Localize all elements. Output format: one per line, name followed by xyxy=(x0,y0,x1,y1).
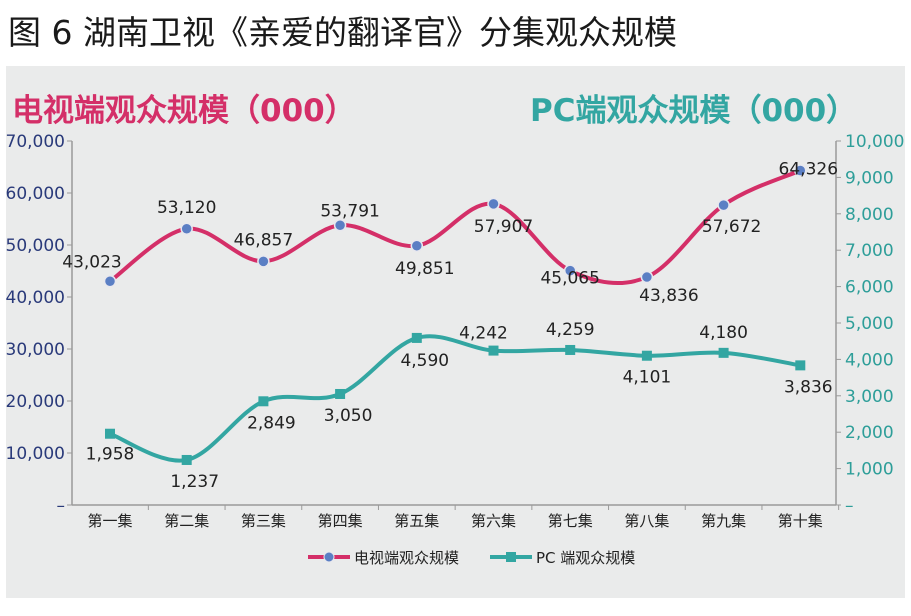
tv-data-label: 57,907 xyxy=(474,217,533,237)
legend-tv-label: 电视端观众规模 xyxy=(354,549,459,567)
pc-data-label: 3,050 xyxy=(324,406,373,426)
legend-pc-marker xyxy=(506,552,516,562)
tv-data-point xyxy=(794,164,807,177)
tv-data-label: 45,065 xyxy=(540,269,599,289)
y-left-tick-label: 30,000 xyxy=(6,340,65,360)
tv-data-point xyxy=(333,219,347,232)
y-left-tick-label: 10,000 xyxy=(6,444,65,464)
pc-data-point xyxy=(641,350,652,361)
pc-data-label: 4,180 xyxy=(699,323,748,343)
tv-data-point xyxy=(563,264,577,277)
right-header: PC端观众规模（000） xyxy=(530,93,857,129)
y-right-tick-label: 9,000 xyxy=(845,168,894,188)
y-right-tick-label: 7,000 xyxy=(845,241,894,261)
tv-data-point xyxy=(410,239,424,253)
pc-data-label: 4,259 xyxy=(546,320,595,340)
tv-data-point xyxy=(487,197,500,211)
pc-data-label: 2,849 xyxy=(247,413,296,433)
y-right-tick-label: 1,000 xyxy=(845,460,894,480)
x-tick-label: 第九集 xyxy=(701,512,746,530)
pc-data-point xyxy=(565,344,576,355)
pc-data-label: 1,958 xyxy=(86,445,135,465)
y-right-tick-label: 5,000 xyxy=(845,314,894,334)
pc-data-label: 4,101 xyxy=(623,368,672,388)
pc-data-point xyxy=(718,347,729,358)
pc-data-point xyxy=(795,360,806,371)
legend-tv-marker xyxy=(323,551,335,563)
tv-data-point xyxy=(717,198,730,212)
y-left-tick-label: 20,000 xyxy=(6,392,65,412)
pc-data-point xyxy=(258,396,269,407)
tv-data-label: 46,857 xyxy=(234,230,293,250)
pc-data-label: 4,242 xyxy=(459,324,508,344)
y-right-tick-label: 6,000 xyxy=(845,278,894,298)
y-left-tick-label: 50,000 xyxy=(6,236,65,256)
y-right-tick-label: 2,000 xyxy=(845,423,894,443)
x-tick-label: 第五集 xyxy=(394,512,439,530)
y-right-tick-label: 3,000 xyxy=(845,387,894,407)
legend-pc-label: PC 端观众规模 xyxy=(536,549,635,567)
pc-data-point xyxy=(411,332,422,343)
pc-data-label: 1,237 xyxy=(170,472,219,492)
y-right-tick-label: 8,000 xyxy=(845,205,894,225)
x-tick-label: 第一集 xyxy=(87,512,132,530)
tv-series-line xyxy=(108,168,802,286)
y-left-tick-label: 70,000 xyxy=(6,132,65,152)
tv-data-point xyxy=(257,255,270,268)
x-tick-label: 第八集 xyxy=(624,512,669,530)
tv-data-label: 53,120 xyxy=(157,198,216,218)
y-right-tick-label: 10,000 xyxy=(845,132,904,152)
y-right-tick-label: – xyxy=(845,496,854,516)
tv-data-point xyxy=(180,222,193,236)
tv-data-point xyxy=(103,275,117,288)
left-header: 电视端观众规模（000） xyxy=(12,93,356,129)
x-tick-label: 第七集 xyxy=(548,512,593,530)
x-tick-label: 第六集 xyxy=(471,512,516,530)
x-tick-label: 第二集 xyxy=(164,512,209,530)
pc-data-point xyxy=(488,345,499,356)
y-left-tick-label: 60,000 xyxy=(6,184,65,204)
x-tick-label: 第十集 xyxy=(778,512,823,530)
pc-data-label: 4,590 xyxy=(400,351,449,371)
pc-data-label: 3,836 xyxy=(784,377,833,397)
figure-title: 图 6 湖南卫视《亲爱的翻译官》分集观众规模 xyxy=(8,13,677,52)
tv-data-label: 64,326 xyxy=(779,160,838,180)
y-left-tick-label: 40,000 xyxy=(6,288,65,308)
pc-data-point xyxy=(105,428,115,439)
tv-data-label: 43,836 xyxy=(639,286,698,306)
tv-data-point xyxy=(640,270,654,284)
x-tick-label: 第三集 xyxy=(241,512,286,530)
pc-series-line xyxy=(109,334,801,463)
pc-data-point xyxy=(181,454,192,465)
y-right-tick-label: 4,000 xyxy=(845,350,894,370)
x-tick-label: 第四集 xyxy=(318,512,363,530)
tv-data-label: 49,851 xyxy=(395,259,454,279)
tv-data-label: 53,791 xyxy=(320,201,379,221)
y-left-tick-label: – xyxy=(57,496,66,516)
pc-data-point xyxy=(335,388,346,399)
tv-data-label: 57,672 xyxy=(702,217,761,237)
tv-data-label: 43,023 xyxy=(62,252,121,272)
